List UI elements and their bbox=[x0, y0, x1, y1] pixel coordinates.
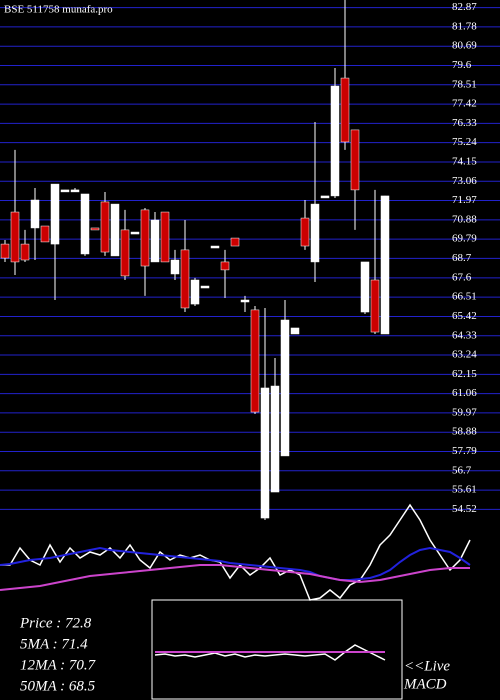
candle-body bbox=[70, 189, 80, 193]
y-tick-label: 79.6 bbox=[452, 59, 472, 71]
candle-body bbox=[200, 285, 210, 289]
candle-body bbox=[10, 211, 20, 263]
candle-body bbox=[180, 249, 190, 309]
candle-body bbox=[50, 183, 60, 245]
candle-body bbox=[320, 195, 330, 199]
y-tick-label: 77.42 bbox=[452, 98, 477, 110]
macd-label: MACD bbox=[403, 676, 447, 692]
candle-body bbox=[250, 309, 260, 413]
candle-body bbox=[240, 299, 250, 303]
indicator-line bbox=[0, 546, 471, 581]
y-tick-label: 54.52 bbox=[452, 503, 477, 515]
stat-text: 5MA : 71.4 bbox=[20, 636, 88, 652]
y-tick-label: 66.51 bbox=[452, 291, 477, 303]
y-tick-label: 56.7 bbox=[452, 464, 472, 476]
candle-body bbox=[140, 209, 150, 267]
candle-body bbox=[290, 327, 300, 335]
y-tick-label: 73.06 bbox=[452, 175, 477, 187]
candle-body bbox=[260, 387, 270, 519]
candle-body bbox=[330, 85, 340, 197]
candle-body bbox=[220, 261, 230, 271]
y-tick-label: 74.15 bbox=[452, 155, 477, 167]
y-tick-label: 65.42 bbox=[452, 310, 477, 322]
y-tick-label: 61.06 bbox=[452, 387, 477, 399]
y-tick-label: 76.33 bbox=[452, 117, 477, 129]
y-tick-label: 58.88 bbox=[452, 426, 477, 438]
candle-body bbox=[130, 231, 140, 235]
candle-body bbox=[360, 261, 370, 313]
y-tick-label: 57.79 bbox=[452, 445, 477, 457]
y-tick-label: 64.33 bbox=[452, 329, 477, 341]
candle-body bbox=[380, 195, 390, 335]
y-tick-label: 62.15 bbox=[452, 368, 477, 380]
chart-title: BSE 511758 munafa.pro bbox=[4, 4, 113, 16]
y-tick-label: 70.88 bbox=[452, 213, 477, 225]
candle-body bbox=[300, 217, 310, 247]
candle-body bbox=[190, 279, 200, 305]
y-tick-label: 67.6 bbox=[452, 271, 472, 283]
indicator-line bbox=[0, 564, 470, 591]
y-tick-label: 63.24 bbox=[452, 349, 477, 361]
candle-body bbox=[310, 203, 320, 263]
stat-text: Price : 72.8 bbox=[19, 615, 92, 631]
candle-body bbox=[20, 243, 30, 261]
candle-body bbox=[370, 279, 380, 333]
candle-body bbox=[150, 219, 160, 263]
stat-text: 50MA : 68.5 bbox=[20, 678, 96, 694]
y-tick-label: 80.69 bbox=[452, 40, 477, 52]
candle-body bbox=[60, 189, 70, 193]
candle-body bbox=[120, 229, 130, 277]
candle-body bbox=[230, 237, 240, 247]
candle-body bbox=[100, 201, 110, 253]
candle-body bbox=[210, 245, 220, 249]
candle-body bbox=[110, 203, 120, 257]
y-tick-label: 59.97 bbox=[452, 406, 477, 418]
candle-body bbox=[340, 77, 350, 143]
candle-body bbox=[160, 211, 170, 263]
candle-body bbox=[0, 243, 10, 259]
y-tick-label: 78.51 bbox=[452, 78, 477, 90]
y-tick-label: 81.78 bbox=[452, 20, 477, 32]
y-tick-label: 82.87 bbox=[452, 1, 477, 13]
candle-body bbox=[350, 129, 360, 191]
y-tick-label: 55.61 bbox=[452, 484, 477, 496]
candle-body bbox=[280, 319, 290, 457]
candle-body bbox=[170, 259, 180, 275]
y-tick-label: 75.24 bbox=[452, 136, 477, 148]
y-tick-label: 68.7 bbox=[452, 252, 472, 264]
indicator-line bbox=[0, 503, 471, 601]
candle-body bbox=[40, 225, 50, 243]
macd-label: <<Live bbox=[404, 658, 450, 674]
candle-body bbox=[30, 199, 40, 229]
candle-body bbox=[270, 385, 280, 493]
candle-body bbox=[80, 193, 90, 255]
macd-box bbox=[151, 599, 403, 700]
stat-text: 12MA : 70.7 bbox=[20, 657, 97, 673]
indicator-line bbox=[154, 644, 386, 661]
y-tick-label: 69.79 bbox=[452, 233, 477, 245]
y-tick-label: 71.97 bbox=[452, 194, 477, 206]
candle-body bbox=[90, 227, 100, 231]
